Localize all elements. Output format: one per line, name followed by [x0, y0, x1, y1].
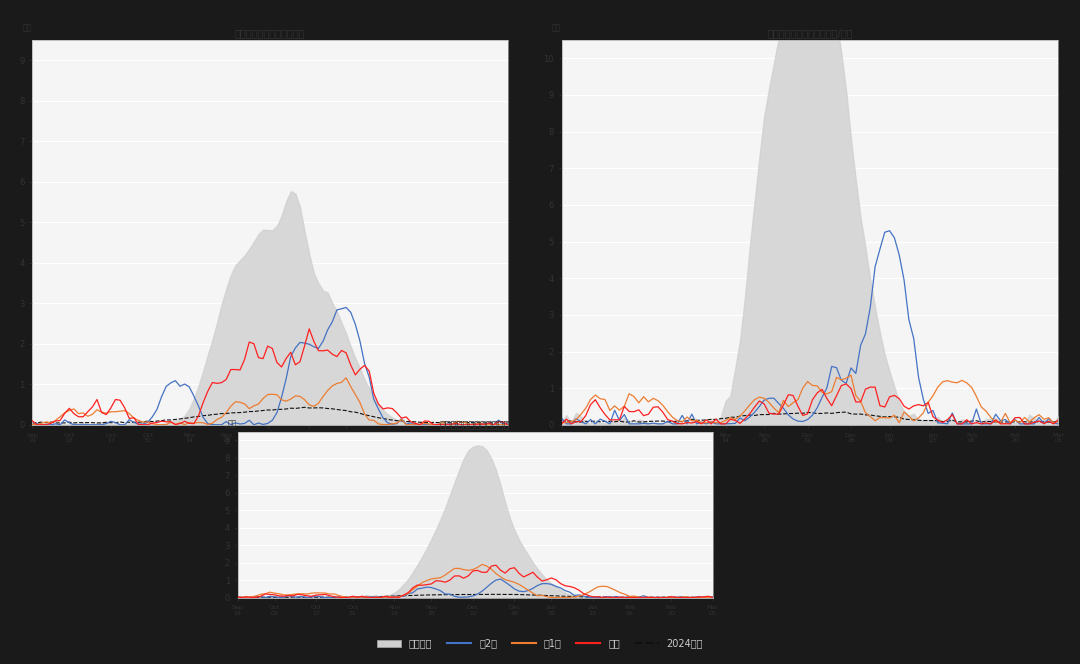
Title: 郑州红枣期货成交量（手）: 郑州红枣期货成交量（手）	[440, 420, 511, 430]
Text: 单位: 单位	[228, 419, 238, 428]
Text: 单位: 单位	[23, 23, 32, 32]
Title: 郑州红枣期货持仓量（手）: 郑州红枣期货持仓量（手）	[234, 28, 306, 38]
Legend: 历史均值, 近2年, 近1年, 当前, 2024年度: 历史均值, 近2年, 近1年, 当前, 2024年度	[373, 635, 707, 653]
Title: 红枣期货主力合约基差（元/吨）: 红枣期货主力合约基差（元/吨）	[767, 28, 853, 38]
Text: 单位: 单位	[552, 23, 561, 32]
